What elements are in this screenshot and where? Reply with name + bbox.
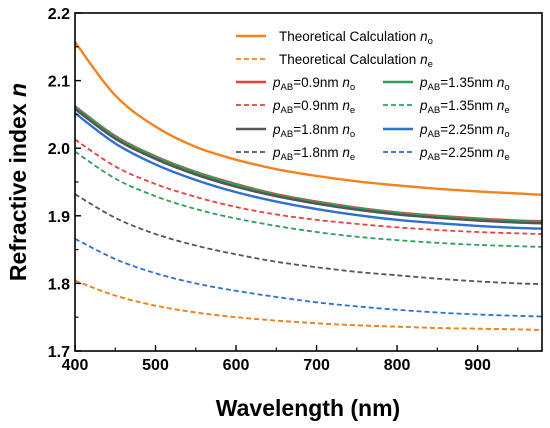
x-tick-label-900: 900	[464, 357, 491, 374]
y-axis-title-main: Refractive index	[5, 97, 31, 281]
x-tick-label-800: 800	[384, 357, 411, 374]
x-tick-label-600: 600	[223, 357, 250, 374]
legend-entry-7: pAB=2.25nm no	[419, 122, 510, 140]
x-axis-title: Wavelength (nm)	[216, 395, 400, 421]
x-tick-label-500: 500	[142, 357, 169, 374]
series-line-8	[75, 193, 542, 285]
y-tick-label-4: 2.1	[48, 74, 70, 91]
legend-entry-6: pAB=1.8nm no	[272, 122, 355, 140]
y-tick-label-1: 1.8	[48, 276, 70, 293]
series-line-3	[75, 105, 542, 224]
legend-entry-9: pAB=2.25nm ne	[419, 145, 510, 163]
series-line-6	[75, 108, 542, 225]
axis-ticks: 400 500 600 700 800 900 1.7 1.8 1.9 2.0 2.1 2.2	[48, 6, 519, 374]
y-tick-label-0: 1.7	[48, 344, 70, 361]
series-line-0	[75, 41, 542, 197]
legend-entry-1: Theoretical Calculation ne	[279, 52, 433, 70]
legend-entry-0: Theoretical Calculation no	[279, 29, 433, 47]
series-lines	[75, 41, 542, 331]
y-tick-label-5: 2.2	[48, 6, 70, 23]
y-axis-title-variable: n	[5, 83, 31, 97]
series-line-4	[75, 138, 542, 235]
legend-entry-4: pAB=0.9nm ne	[272, 98, 355, 116]
x-tick-label-700: 700	[303, 357, 330, 374]
series-line-5	[75, 150, 542, 248]
extra-line-0	[75, 279, 542, 331]
legend-entry-2: pAB=0.9nm no	[272, 75, 355, 93]
y-tick-label-3: 2.0	[48, 141, 70, 158]
legend-entry-8: pAB=1.8nm ne	[272, 145, 355, 163]
series-line-7	[75, 112, 542, 230]
y-axis-title: Refractive index n	[5, 83, 31, 281]
legend-entry-5: pAB=1.35nm ne	[419, 98, 510, 116]
legend: Theoretical Calculation no Theoretical Ca…	[236, 29, 510, 163]
series-line-1	[75, 279, 542, 331]
x-tick-label-400: 400	[62, 357, 89, 374]
y-tick-label-2: 1.9	[48, 209, 70, 226]
series-line-9	[75, 237, 542, 318]
legend-entry-3: pAB=1.35nm no	[419, 75, 510, 93]
